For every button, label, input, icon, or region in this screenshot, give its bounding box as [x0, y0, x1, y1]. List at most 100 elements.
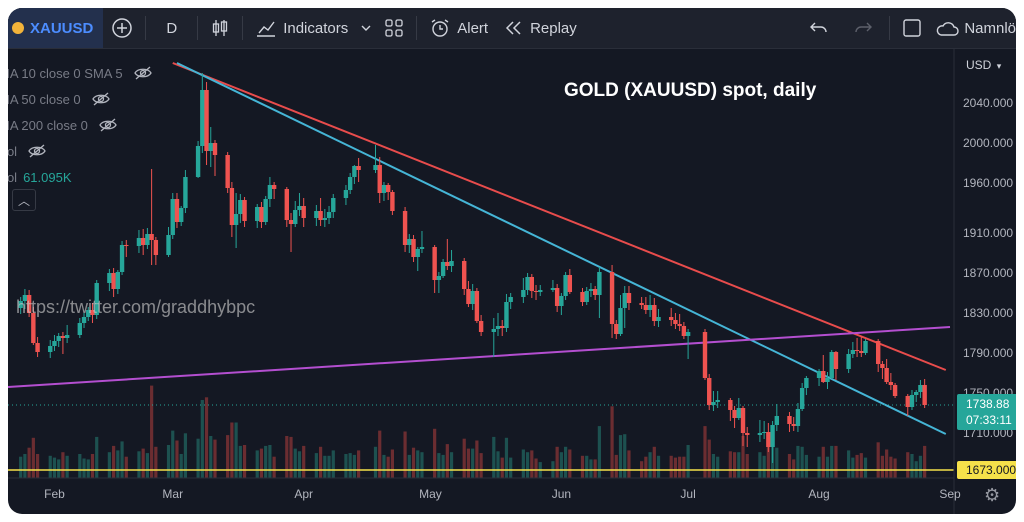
volume-bar	[732, 452, 737, 478]
alarm-clock-icon	[431, 19, 449, 37]
candle	[466, 281, 471, 307]
eye-hidden-icon[interactable]	[91, 91, 111, 107]
collapse-legend-button[interactable]: ︿	[12, 189, 36, 211]
candle-body	[263, 199, 268, 222]
volume-bar	[610, 406, 614, 478]
candle-body	[880, 364, 885, 368]
volume-bar	[386, 456, 390, 478]
interval-button[interactable]: D	[150, 8, 193, 48]
indicators-dropdown[interactable]	[356, 8, 376, 48]
chart-settings-button[interactable]: ⚙	[984, 485, 1000, 506]
candle-body	[563, 275, 568, 296]
trendline-base	[8, 326, 951, 388]
candle	[140, 229, 146, 255]
volume-bar	[462, 438, 466, 478]
candle-body	[449, 261, 454, 266]
gear-icon: ⚙	[984, 485, 1001, 505]
compare-symbol-button[interactable]	[103, 8, 141, 48]
volume-bar	[800, 446, 804, 478]
candle-body	[242, 200, 247, 221]
currency-selector[interactable]: USD ▾	[966, 58, 1001, 72]
candle	[859, 336, 864, 357]
undo-button[interactable]	[797, 8, 841, 48]
candle	[732, 406, 737, 428]
legend-item[interactable]: Vol	[8, 138, 153, 164]
volume-bar	[141, 448, 145, 478]
candle-body	[533, 291, 539, 292]
candle	[470, 284, 475, 310]
volume-bar	[226, 435, 230, 478]
interval-label: D	[166, 19, 178, 37]
candle-body	[81, 317, 87, 323]
candle	[204, 82, 209, 165]
candle	[875, 339, 881, 372]
candle	[685, 329, 691, 359]
eye-hidden-icon[interactable]	[133, 65, 153, 81]
candle-body	[559, 296, 564, 306]
cloud-icon	[937, 22, 959, 36]
candle	[449, 250, 454, 272]
candle	[626, 286, 632, 310]
candle-body	[111, 273, 116, 289]
chart-type-button[interactable]	[202, 8, 238, 48]
candle-body	[875, 341, 881, 364]
candle-body	[390, 192, 395, 211]
candle	[267, 177, 273, 207]
candle	[495, 313, 501, 336]
candle	[183, 170, 188, 213]
indicators-button[interactable]: Indicators	[247, 8, 356, 48]
legend-item[interactable]: MA 50 close 0	[8, 86, 153, 112]
volume-bar	[855, 454, 859, 478]
candle-body	[90, 310, 95, 315]
time-tick-label: Aug	[808, 487, 829, 501]
candle-body	[136, 238, 142, 246]
time-tick-label: Sep	[939, 487, 961, 501]
candle	[195, 141, 201, 178]
save-layout-button[interactable]: Namnlö	[930, 8, 1016, 48]
replay-button[interactable]: Replay	[496, 8, 585, 48]
candle-body	[821, 371, 826, 382]
candle	[580, 288, 585, 306]
fullscreen-button[interactable]	[894, 8, 930, 48]
redo-button[interactable]	[841, 8, 885, 48]
templates-button[interactable]	[376, 8, 412, 48]
candle-body	[267, 185, 273, 199]
eye-hidden-icon[interactable]	[98, 117, 118, 133]
eye-hidden-icon[interactable]	[27, 143, 47, 159]
candle-body	[728, 400, 733, 410]
candle	[31, 307, 36, 345]
legend-item[interactable]: MA 10 close 0 SMA 5	[8, 60, 153, 86]
candle-body	[301, 206, 306, 218]
volume-bar	[889, 456, 893, 478]
candle-body	[597, 272, 602, 295]
candle	[60, 332, 66, 354]
volume-bar	[200, 400, 204, 478]
candle	[677, 314, 682, 331]
symbol-selector[interactable]: XAUUSD	[8, 8, 104, 48]
candle-body	[888, 382, 894, 385]
volume-bar	[479, 453, 483, 478]
candle	[415, 247, 420, 271]
candle-body	[94, 283, 99, 315]
volume-bar	[433, 428, 437, 478]
candle-body	[255, 207, 260, 221]
candle	[86, 307, 91, 321]
candle	[64, 325, 70, 343]
candle-body	[415, 249, 420, 257]
volume-bar	[496, 451, 500, 478]
alert-button[interactable]: Alert	[421, 8, 496, 48]
legend-item[interactable]: MA 200 close 0	[8, 112, 153, 138]
candle	[284, 187, 289, 227]
volume-bar	[623, 434, 627, 478]
volume-bar	[171, 430, 175, 478]
candle-body	[495, 326, 501, 329]
price-chart[interactable]: 2040.000 2000.000 1960.000 1910.000 1870.000…	[8, 8, 1016, 514]
candle	[914, 390, 919, 402]
candle-body	[799, 388, 805, 409]
candle-body	[736, 408, 741, 418]
candle	[774, 404, 780, 431]
volume-bar	[23, 454, 27, 478]
volume-bar	[390, 449, 395, 478]
volume-bar	[525, 452, 530, 478]
candle-body	[229, 188, 235, 225]
